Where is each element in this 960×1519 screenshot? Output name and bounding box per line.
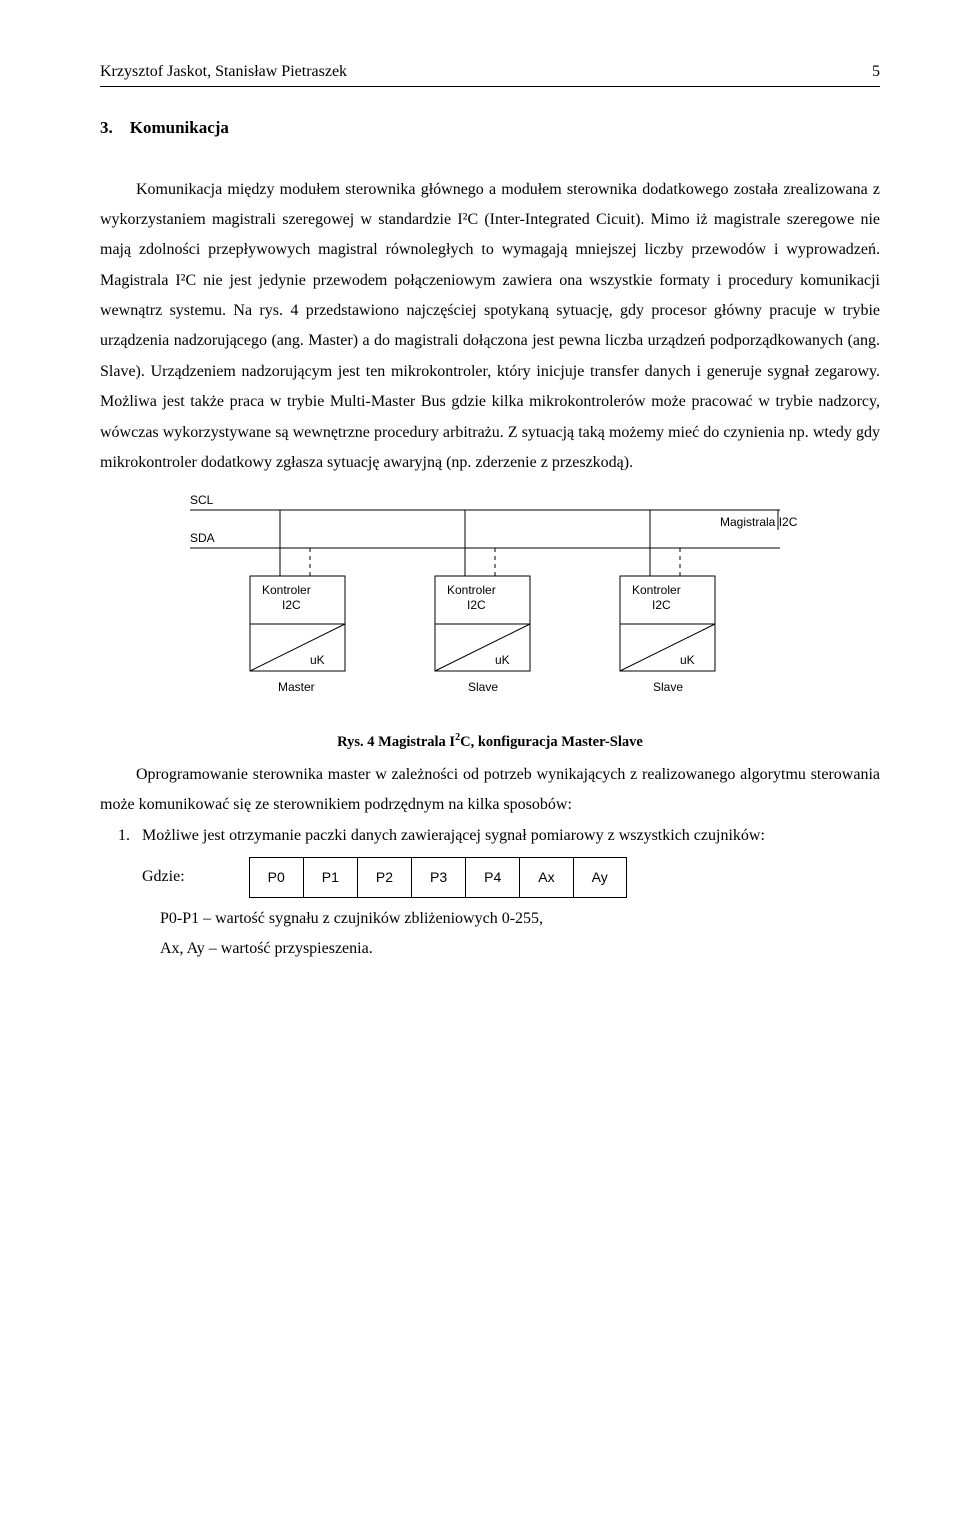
header-page-number: 5 [872, 60, 880, 84]
svg-text:Kontroler: Kontroler [262, 583, 311, 597]
node-master: Kontroler I2C uK Master [250, 510, 345, 694]
caption-prefix: Rys. 4 Magistrala I [337, 734, 455, 750]
section-title: Komunikacja [130, 118, 229, 137]
packet-cell: P4 [466, 858, 520, 898]
svg-text:uK: uK [680, 653, 695, 667]
gdzie-label: Gdzie: [142, 862, 185, 892]
packet-cell: P3 [412, 858, 466, 898]
svg-text:I2C: I2C [282, 598, 301, 612]
sda-label: SDA [190, 531, 215, 545]
svg-text:uK: uK [310, 653, 325, 667]
node-slave-1: Kontroler I2C uK Slave [435, 510, 530, 694]
figure-4-diagram: SCL SDA Magistrala I2C Kontroler I2C uK … [100, 486, 880, 724]
role-slave-2: Slave [653, 680, 683, 694]
section-number: 3. [100, 118, 113, 137]
caption-suffix: C, konfiguracja Master-Slave [460, 734, 643, 750]
def-line-2: Ax, Ay – wartość przyspieszenia. [160, 934, 880, 964]
paragraph-2-text: Oprogramowanie sterownika master w zależ… [100, 766, 880, 813]
bus-label: Magistrala I2C [720, 515, 798, 529]
packet-cell: P2 [357, 858, 411, 898]
list-item-1-text: Możliwe jest otrzymanie paczki danych za… [142, 827, 765, 844]
page-header: Krzysztof Jaskot, Stanisław Pietraszek 5 [100, 60, 880, 87]
scl-label: SCL [190, 493, 214, 507]
packet-cell: Ax [520, 858, 573, 898]
packet-cell: P1 [303, 858, 357, 898]
node-slave-2: Kontroler I2C uK Slave [620, 510, 715, 694]
header-authors: Krzysztof Jaskot, Stanisław Pietraszek [100, 60, 347, 84]
paragraph-2: Oprogramowanie sterownika master w zależ… [100, 760, 880, 821]
packet-cell: Ay [573, 858, 626, 898]
role-slave-1: Slave [468, 680, 498, 694]
packet-row: Gdzie: P0 P1 P2 P3 P4 Ax Ay [142, 851, 880, 904]
svg-text:I2C: I2C [467, 598, 486, 612]
packet-cell: P0 [249, 858, 303, 898]
svg-text:I2C: I2C [652, 598, 671, 612]
definitions: P0-P1 – wartość sygnału z czujników zbli… [160, 904, 880, 965]
svg-text:uK: uK [495, 653, 510, 667]
packet-table: P0 P1 P2 P3 P4 Ax Ay [249, 857, 627, 898]
svg-text:Kontroler: Kontroler [632, 583, 681, 597]
section-heading: 3. Komunikacja [100, 115, 880, 141]
i2c-bus-diagram: SCL SDA Magistrala I2C Kontroler I2C uK … [180, 486, 800, 716]
paragraph-1-text: Komunikacja między modułem sterownika gł… [100, 181, 880, 472]
paragraph-1: Komunikacja między modułem sterownika gł… [100, 175, 880, 479]
figure-4-caption: Rys. 4 Magistrala I2C, konfiguracja Mast… [100, 730, 880, 754]
list-item-1: 1.Możliwe jest otrzymanie paczki danych … [118, 821, 880, 851]
role-master: Master [278, 680, 315, 694]
svg-text:Kontroler: Kontroler [447, 583, 496, 597]
list-item-1-num: 1. [118, 821, 142, 851]
def-line-1: P0-P1 – wartość sygnału z czujników zbli… [160, 904, 880, 934]
